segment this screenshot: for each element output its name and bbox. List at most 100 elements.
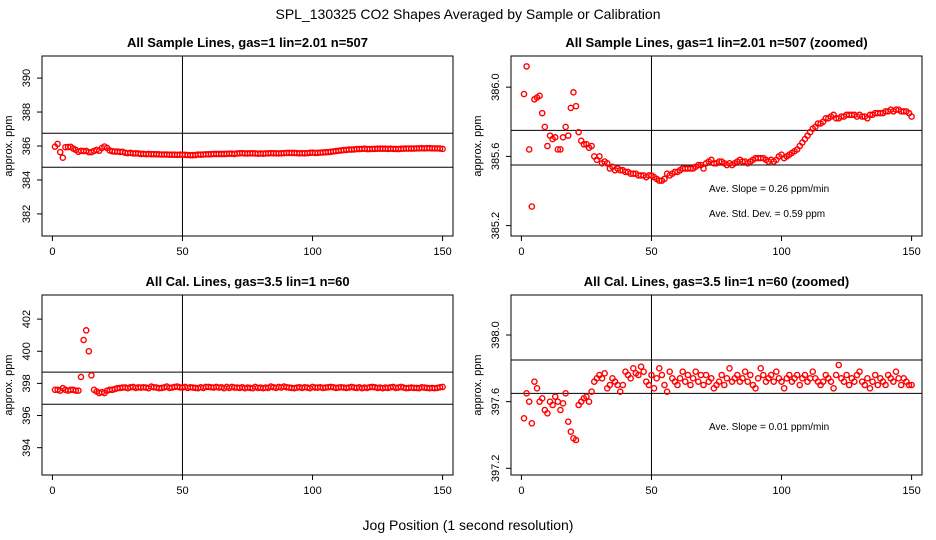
x-tick-label: 50 [176, 485, 188, 497]
data-point [551, 393, 559, 400]
data-point [554, 398, 562, 405]
data-point [861, 381, 869, 389]
data-point [538, 109, 546, 117]
data-point [843, 371, 850, 379]
x-tick-label: 0 [49, 485, 55, 497]
chart-panel-2: All Sample Lines, gas=1 lin=2.01 n=507 (… [472, 35, 923, 258]
data-point [666, 368, 673, 375]
data-point [757, 365, 765, 372]
y-tick-label: 386.0 [490, 73, 502, 101]
data-point [562, 390, 569, 397]
data-point [793, 371, 801, 379]
data-point [648, 371, 655, 379]
data-point [59, 154, 67, 162]
y-tick-label: 397.2 [490, 455, 502, 483]
data-point [908, 381, 915, 389]
data-point [570, 89, 577, 96]
x-tick-label: 50 [645, 246, 657, 258]
data-point [689, 375, 697, 382]
data-point [557, 146, 564, 153]
data-point [684, 371, 692, 379]
data-series [520, 361, 915, 444]
x-tick-label: 0 [518, 246, 524, 258]
data-point [572, 436, 580, 444]
data-point [650, 385, 658, 392]
data-point [544, 410, 551, 417]
chart-panels: All Sample Lines, gas=1 lin=2.01 n=507 0 5… [3, 35, 923, 497]
x-tick-label: 50 [176, 246, 188, 258]
data-point [869, 378, 876, 385]
data-point [653, 375, 660, 382]
data-point [525, 398, 533, 405]
data-point [603, 160, 611, 167]
y-tick-label: 398 [21, 374, 33, 392]
data-point [892, 368, 900, 375]
data-point [637, 363, 645, 370]
data-point [700, 165, 707, 172]
x-tick-label: 150 [902, 246, 920, 258]
data-point [436, 383, 444, 391]
data-point [679, 368, 686, 375]
annotation-text: Ave. Slope = 0.01 ppm/min [709, 422, 829, 433]
data-point [661, 175, 668, 183]
y-axis-label: approx. ppm [3, 354, 15, 415]
x-tick-label: 150 [433, 246, 451, 258]
data-point [864, 375, 871, 382]
data-point [830, 385, 837, 392]
y-tick-label: 390 [21, 69, 33, 87]
data-point [778, 378, 785, 385]
panel-title: All Sample Lines, gas=1 lin=2.01 n=507 (… [565, 35, 867, 50]
data-point [588, 142, 595, 150]
data-point [80, 336, 87, 344]
data-point [871, 371, 879, 379]
data-series [520, 63, 915, 210]
data-point [773, 368, 780, 375]
y-tick-label: 397.6 [490, 388, 502, 416]
data-point [752, 385, 759, 392]
data-point [760, 371, 767, 379]
data-point [520, 90, 528, 98]
y-tick-label: 388 [21, 103, 33, 121]
data-point [627, 375, 634, 382]
y-tick-label: 402 [21, 310, 33, 328]
data-point [786, 371, 793, 379]
data-point [676, 375, 684, 382]
plot-frame [510, 294, 923, 476]
data-series [51, 140, 446, 162]
data-point [687, 381, 694, 389]
data-point [439, 383, 446, 391]
y-tick-label: 385.6 [490, 143, 502, 171]
data-point [544, 142, 551, 150]
chart-panel-3: All Cal. Lines, gas=3.5 lin=1 n=60 0 50 100… [3, 274, 454, 497]
figure-xlabel: Jog Position (1 second resolution) [363, 517, 574, 533]
data-point [588, 388, 595, 395]
data-point [645, 381, 653, 389]
data-point [567, 104, 575, 112]
data-point [562, 123, 569, 131]
y-tick-label: 384 [21, 171, 33, 189]
data-point [520, 415, 528, 422]
data-point [551, 134, 559, 141]
data-point [54, 140, 61, 148]
data-point [523, 390, 530, 397]
data-point [856, 368, 863, 375]
data-point [767, 371, 775, 379]
data-point [744, 378, 752, 385]
data-point [554, 146, 562, 153]
data-point [809, 368, 817, 375]
data-point [564, 132, 572, 139]
x-tick-label: 100 [303, 485, 321, 497]
data-point [674, 381, 681, 389]
data-point [85, 347, 93, 355]
data-point [681, 378, 689, 385]
data-point [840, 378, 848, 385]
data-point [82, 327, 90, 334]
data-point [895, 375, 902, 382]
y-axis-label: approx. ppm [472, 354, 484, 415]
data-point [616, 388, 624, 395]
data-point [661, 381, 668, 389]
data-point [747, 371, 754, 379]
data-point [715, 378, 723, 385]
